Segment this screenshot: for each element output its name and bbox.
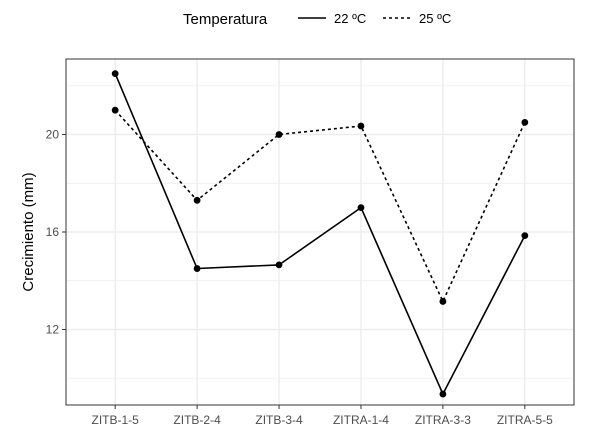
grid-major: [66, 59, 574, 405]
series-1-point: [521, 118, 529, 126]
series-0-point: [193, 265, 201, 272]
series-1-point: [111, 106, 119, 114]
x-tick-label: ZITRA-1-4: [333, 413, 389, 427]
y-tick-label: 12: [46, 322, 60, 336]
series-layer: [111, 70, 529, 398]
y-tick-label: 16: [46, 225, 60, 239]
x-axis: ZITB-1-5 ZITB-2-4 ZITB-3-4 ZITRA-1-4 ZITRA-3…: [91, 405, 553, 427]
legend: Temperatura 22 ºC 25 ºC: [183, 11, 451, 28]
y-axis-title: Crecimiento (mm): [20, 172, 37, 291]
x-tick-label: ZITB-1-5: [91, 413, 139, 427]
series-line-0: [114, 73, 526, 395]
series-line-1: [114, 109, 526, 303]
series-0-point: [111, 70, 119, 78]
series-1-point: [439, 298, 447, 305]
series-1-point: [275, 131, 283, 138]
grid-minor: [66, 85, 574, 379]
x-tick-label: ZITRA-5-5: [497, 413, 553, 427]
series-0-point: [439, 390, 447, 398]
series-1-point: [357, 122, 365, 130]
x-tick-label: ZITRA-3-3: [415, 413, 471, 427]
legend-label-series-0: 22 ºC: [334, 11, 366, 26]
y-axis: 12 16 20: [46, 128, 66, 336]
series-0-point: [521, 232, 529, 240]
legend-label-series-1: 25 ºC: [419, 11, 451, 26]
series-0-point: [357, 204, 365, 212]
x-tick-label: ZITB-3-4: [255, 413, 303, 427]
series-0-point: [275, 261, 283, 269]
y-tick-label: 20: [46, 128, 60, 142]
legend-title: Temperatura: [183, 11, 268, 28]
x-tick-label: ZITB-2-4: [173, 413, 221, 427]
series-1-point: [193, 196, 201, 204]
